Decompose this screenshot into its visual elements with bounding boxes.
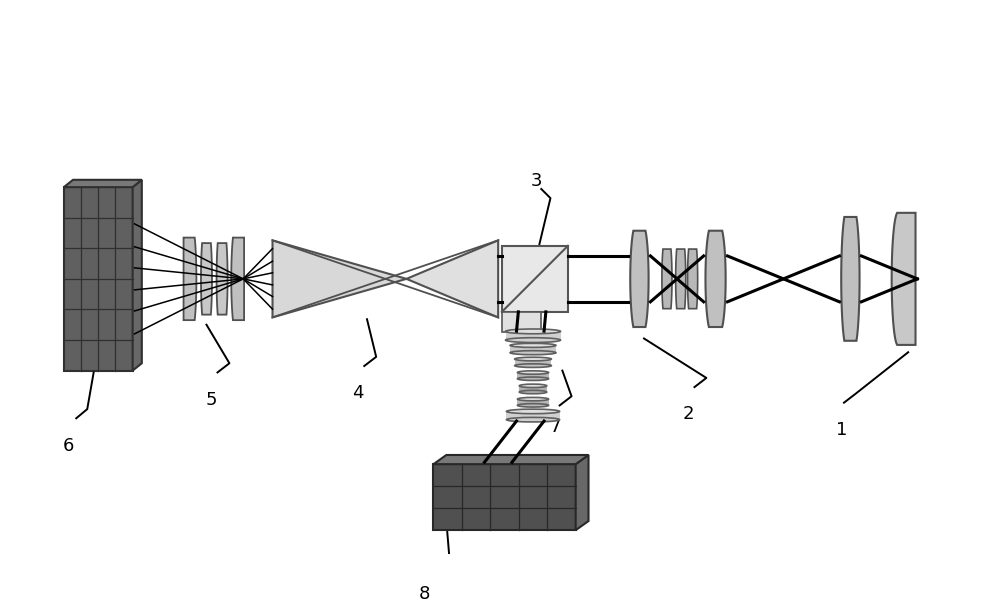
Bar [506,412,560,419]
Ellipse shape [515,357,551,361]
Bar [515,359,551,365]
Bar [502,312,541,332]
Polygon shape [406,240,498,317]
Text: 6: 6 [63,437,75,454]
Ellipse shape [517,377,549,380]
Bar [433,464,576,530]
Ellipse shape [519,390,547,394]
Ellipse shape [506,418,560,422]
Ellipse shape [506,329,561,334]
Bar [519,386,547,392]
Bar [64,187,133,371]
Ellipse shape [510,343,556,347]
Ellipse shape [517,397,549,401]
Ellipse shape [517,371,549,374]
Polygon shape [64,180,142,187]
Polygon shape [217,243,228,315]
Polygon shape [662,249,672,309]
Polygon shape [433,455,589,464]
Text: 1: 1 [836,421,847,439]
Polygon shape [201,243,212,315]
Bar [510,346,556,353]
Polygon shape [184,237,196,320]
Text: 8: 8 [419,585,430,601]
Polygon shape [892,213,916,345]
Ellipse shape [506,409,560,413]
Polygon shape [630,231,649,327]
Ellipse shape [519,384,547,388]
Ellipse shape [510,351,556,355]
Polygon shape [705,231,726,327]
Polygon shape [576,455,589,530]
Bar [517,373,549,379]
Text: 2: 2 [682,406,694,424]
Polygon shape [841,217,860,341]
Ellipse shape [517,404,549,407]
Polygon shape [676,249,686,309]
Text: 4: 4 [352,385,364,402]
Polygon shape [688,249,698,309]
Ellipse shape [515,364,551,367]
Bar [506,331,561,340]
Polygon shape [133,180,142,371]
Polygon shape [273,240,406,317]
Bar [517,399,549,405]
Bar [502,246,568,312]
Text: 5: 5 [205,391,217,409]
Text: 3: 3 [531,172,542,191]
Polygon shape [231,237,244,320]
Ellipse shape [506,338,561,343]
Text: 7: 7 [549,418,561,436]
